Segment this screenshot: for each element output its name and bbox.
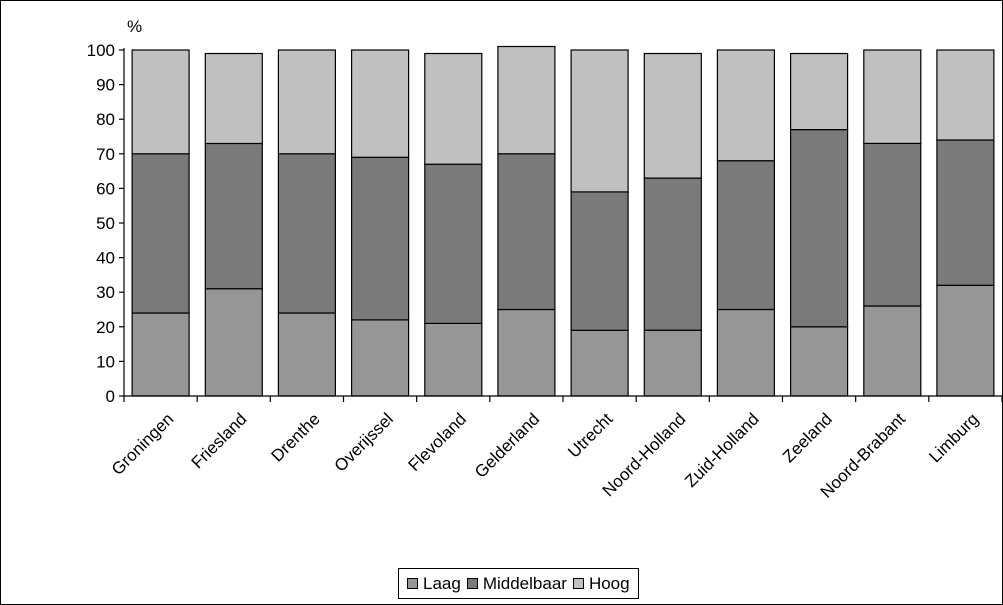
bar-laag-utrecht: [570, 329, 629, 397]
y-tick-label: 50: [96, 214, 115, 233]
y-axis-unit-label: %: [127, 17, 142, 36]
category-labels-group: Groningen Friesland Drenthe Overijssel Flevo…: [108, 409, 982, 501]
category-label-utrecht: Utrecht: [564, 409, 616, 461]
category-label-zeeland: Zeeland: [779, 409, 836, 466]
bar-hoog-overijssel: [351, 49, 410, 158]
bar-middelbaar-groningen: [131, 153, 190, 314]
bar-laag-noord-holland: [643, 329, 702, 397]
bar-hoog-utrecht: [570, 49, 629, 193]
y-tick-label: 90: [96, 76, 115, 95]
bar-hoog-zuid-holland: [716, 49, 776, 162]
bar-hoog-flevoland: [424, 52, 483, 165]
category-label-groningen: Groningen: [108, 409, 178, 479]
legend-swatch: [466, 578, 478, 589]
bar-middelbaar-zuid-holland: [716, 160, 776, 311]
legend-swatch: [407, 578, 418, 589]
ticks-group: 0 10 20 30 40 50 60 70 80 90 100: [87, 41, 1003, 406]
category-label-gelderland: Gelderland: [471, 409, 543, 481]
bar-middelbaar-noord-brabant: [863, 142, 922, 307]
bar-middelbaar-zeeland: [789, 129, 849, 328]
bar-laag-drenthe: [277, 312, 336, 397]
category-label-drenthe: Drenthe: [268, 409, 324, 465]
bar-laag-groningen: [131, 312, 190, 397]
y-tick-label: 20: [96, 318, 115, 337]
bar-middelbaar-limburg: [936, 139, 995, 286]
bar-middelbaar-friesland: [204, 142, 263, 290]
bar-middelbaar-gelderland: [497, 153, 556, 311]
bar-hoog-drenthe: [277, 49, 336, 155]
y-tick-label: 40: [96, 249, 115, 268]
legend-label: Hoog: [588, 573, 630, 593]
category-label-friesland: Friesland: [188, 409, 251, 472]
legend-item-laag: Laag: [407, 574, 461, 594]
bar-hoog-noord-brabant: [863, 49, 922, 145]
bar-laag-gelderland: [497, 308, 556, 397]
y-tick-label: 80: [96, 110, 115, 129]
legend-swatch: [572, 578, 584, 589]
bars-group: [131, 45, 995, 397]
bar-laag-friesland: [204, 288, 263, 397]
y-tick-label: 0: [106, 387, 115, 406]
y-tick-label: 100: [87, 41, 115, 60]
bar-laag-noord-brabant: [863, 305, 922, 397]
bar-middelbaar-noord-holland: [643, 177, 702, 331]
bar-middelbaar-drenthe: [277, 153, 336, 314]
bar-laag-zeeland: [789, 326, 849, 397]
category-label-limburg: Limburg: [925, 409, 982, 466]
category-label-zuid-holland: Zuid-Holland: [681, 409, 763, 491]
bar-hoog-zeeland: [789, 52, 849, 131]
y-tick-label: 10: [96, 352, 115, 371]
legend: Laag Middelbaar Hoog: [398, 568, 639, 599]
bar-laag-zuid-holland: [716, 308, 776, 397]
bar-laag-limburg: [936, 284, 995, 397]
bar-hoog-limburg: [936, 49, 995, 141]
y-tick-label: 60: [96, 179, 115, 198]
bar-hoog-friesland: [204, 52, 263, 145]
bar-middelbaar-flevoland: [424, 163, 483, 324]
y-tick-label: 70: [96, 145, 115, 164]
legend-item-hoog: Hoog: [572, 573, 630, 594]
bar-laag-overijssel: [351, 319, 410, 397]
bar-laag-flevoland: [424, 322, 483, 397]
y-tick-label: 30: [96, 283, 115, 302]
bar-hoog-noord-holland: [643, 52, 702, 179]
bar-hoog-gelderland: [497, 45, 556, 155]
legend-item-middelbaar: Middelbaar: [466, 573, 567, 594]
legend-label: Laag: [423, 573, 461, 593]
legend-label: Middelbaar: [482, 573, 567, 593]
bar-hoog-groningen: [131, 49, 190, 155]
bar-middelbaar-overijssel: [351, 156, 410, 321]
category-label-flevoland: Flevoland: [405, 409, 471, 475]
bar-middelbaar-utrecht: [570, 191, 629, 331]
category-label-overijssel: Overijssel: [331, 409, 397, 475]
